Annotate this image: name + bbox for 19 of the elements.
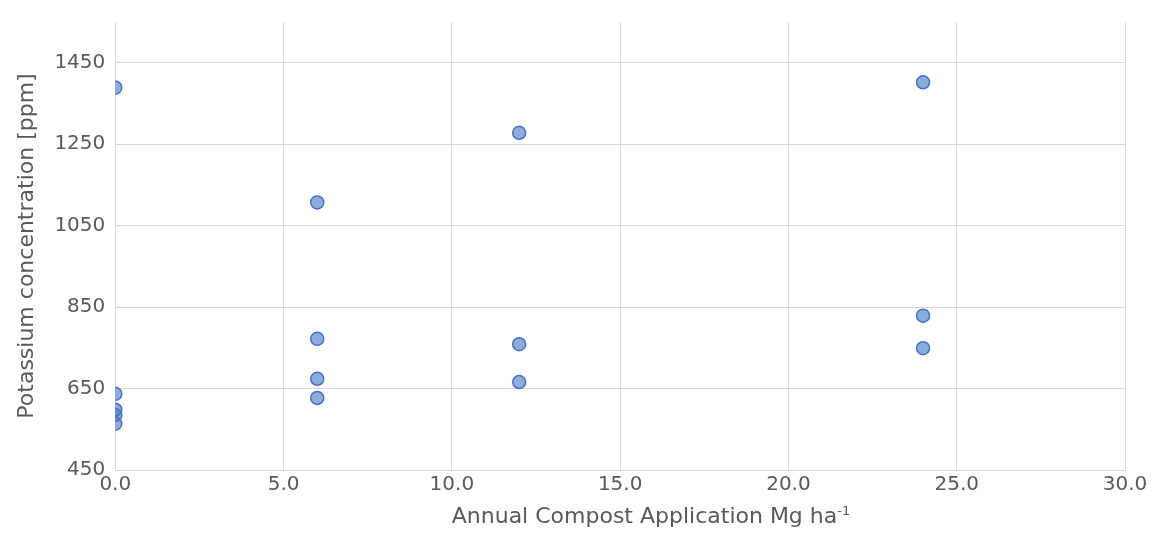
point <box>511 374 527 390</box>
point <box>915 75 931 90</box>
y-tick-label: 650 <box>67 374 106 399</box>
x-tick-label: 5.0 <box>267 471 300 496</box>
y-tick-label: 1250 <box>54 130 106 155</box>
x-tick-label: 25.0 <box>934 471 979 496</box>
point <box>915 308 931 323</box>
point <box>511 336 527 352</box>
y-tick-label: 850 <box>67 293 106 318</box>
point <box>511 125 527 141</box>
x-tick-label: 15.0 <box>597 471 643 496</box>
y-tick-label: 1050 <box>54 211 106 236</box>
x-axis-title: Annual Compost Application Mg ha$^{-1}$ <box>450 503 852 529</box>
y-tick-label: 1450 <box>54 48 106 73</box>
x-tick-label: 20.0 <box>766 471 811 496</box>
x-tick-label: 30.0 <box>1102 471 1148 496</box>
x-tick-label: 10.0 <box>429 471 475 496</box>
y-axis-title: Potassium concentration [ppm] <box>12 73 38 419</box>
point <box>915 340 931 356</box>
